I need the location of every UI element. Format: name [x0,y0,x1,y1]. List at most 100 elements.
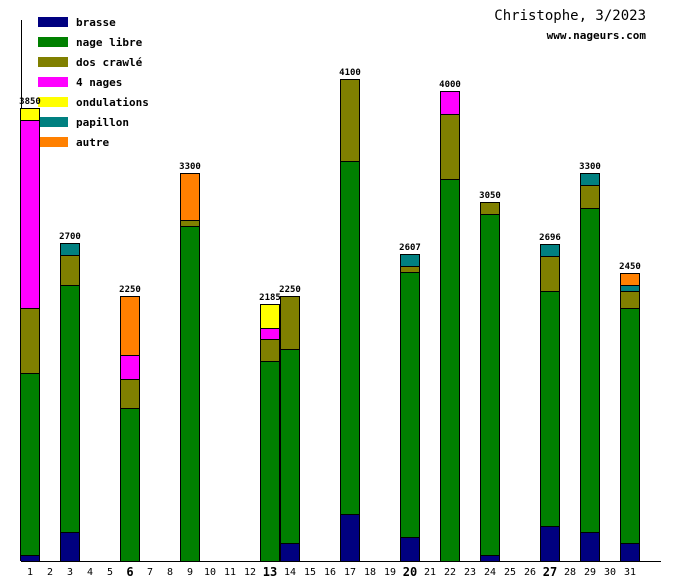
legend: brasse nage libre dos crawlé 4 nages ondulat… [38,12,149,152]
legend-item-ondulations: ondulations [38,92,149,112]
segment-dos-crawle [120,378,140,409]
segment-nage-libre [620,308,640,544]
legend-item-nage-libre: nage libre [38,32,149,52]
segment-4-nages [20,119,40,309]
segment-nage-libre [340,161,360,514]
segment-brasse [620,543,640,561]
bar-total-label: 3850 [19,97,41,108]
segment-papillon [620,284,640,291]
bar-total-label: 2607 [399,243,421,254]
x-tick-label-1: 1 [26,567,34,578]
bar-day-9: 3300 [179,162,201,561]
segment-4-nages [440,90,460,115]
segment-nage-libre [440,178,460,561]
bar-total-label: 2700 [59,232,81,243]
x-tick-label-23: 23 [463,567,477,578]
x-tick-label-21: 21 [423,567,437,578]
segment-nage-libre [260,361,280,561]
site-url: www.nageurs.com [546,29,646,42]
bar-day-1: 3850 [19,97,41,561]
x-tick-label-14: 14 [283,567,297,578]
segment-brasse [20,555,40,561]
bar-day-20: 2607 [399,243,421,561]
bar-day-14: 2250 [279,285,301,561]
segment-brasse [340,513,360,561]
segment-dos-crawle [620,290,640,309]
legend-swatch-papillon [38,117,68,127]
legend-label: autre [76,135,110,149]
segment-ondulations [260,304,280,328]
legend-label: papillon [76,115,129,129]
segment-dos-crawle [480,202,500,215]
legend-swatch-dos-crawle [38,57,68,67]
x-tick-label-15: 15 [303,567,317,578]
x-tick-label-7: 7 [146,567,154,578]
bar-total-label: 2250 [119,285,141,296]
bar-day-24: 3050 [479,191,501,561]
segment-brasse [480,555,500,561]
x-tick-label-4: 4 [86,567,94,578]
segment-dos-crawle [180,219,200,226]
segment-nage-libre [480,214,500,556]
x-axis-labels: 1 2 3 4 5 6 7 8 9 10 11 12 13 14 15 16 17 18 19 20 21 22 23 24 2… [0,565,680,580]
segment-brasse [540,525,560,561]
legend-label: brasse [76,15,116,29]
x-tick-label-18: 18 [363,567,377,578]
bar-day-17: 4100 [339,68,361,561]
x-tick-label-31: 31 [623,567,637,578]
legend-label: 4 nages [76,75,123,89]
legend-item-autre: autre [38,132,149,152]
segment-papillon [580,172,600,185]
bar-total-label: 4100 [339,67,361,78]
legend-item-papillon: papillon [38,112,149,132]
segment-papillon [540,243,560,256]
segment-dos-crawle [60,255,80,285]
legend-swatch-4-nages [38,77,68,87]
bar-total-label: 2185 [259,293,281,304]
bar-day-3: 2700 [59,232,81,561]
x-tick-label-10: 10 [203,567,217,578]
x-tick-label-22: 22 [443,567,457,578]
legend-swatch-autre [38,137,68,147]
segment-nage-libre [20,372,40,556]
segment-dos-crawle [280,296,300,350]
segment-4-nages [260,327,280,340]
x-tick-label-24: 24 [483,567,497,578]
segment-ondulations [20,108,40,120]
legend-swatch-ondulations [38,97,68,107]
legend-swatch-nage-libre [38,37,68,47]
segment-nage-libre [180,225,200,561]
legend-item-4-nages: 4 nages [38,72,149,92]
segment-autre [620,272,640,285]
segment-dos-crawle [260,339,280,362]
bar-day-29: 3300 [579,162,601,561]
segment-autre [180,172,200,220]
x-tick-label-30: 30 [603,567,617,578]
segment-papillon [400,254,420,267]
bar-total-label: 3300 [179,161,201,172]
segment-brasse [580,531,600,561]
bar-total-label: 3300 [579,161,601,172]
segment-4-nages [120,355,140,379]
segment-nage-libre [400,272,420,538]
bar-total-label: 2250 [279,285,301,296]
segment-nage-libre [540,290,560,526]
segment-dos-crawle [440,114,460,179]
legend-item-dos-crawle: dos crawlé [38,52,149,72]
x-tick-label-17: 17 [343,567,357,578]
segment-nage-libre [580,208,600,532]
x-tick-label-8: 8 [166,567,174,578]
segment-dos-crawle [580,184,600,209]
plot-area: 3850 2700 2250 3300 2185 2250 4100 2607 4000 3050… [19,20,661,562]
x-tick-label-16: 16 [323,567,337,578]
segment-brasse [280,543,300,561]
segment-dos-crawle [20,308,40,373]
x-tick-label-3: 3 [66,567,74,578]
segment-autre [120,296,140,356]
x-tick-label-12: 12 [243,567,257,578]
segment-nage-libre [60,284,80,532]
legend-label: ondulations [76,95,149,109]
x-tick-label-20: 20 [402,565,418,579]
bar-day-6: 2250 [119,285,141,561]
x-tick-label-2: 2 [46,567,54,578]
